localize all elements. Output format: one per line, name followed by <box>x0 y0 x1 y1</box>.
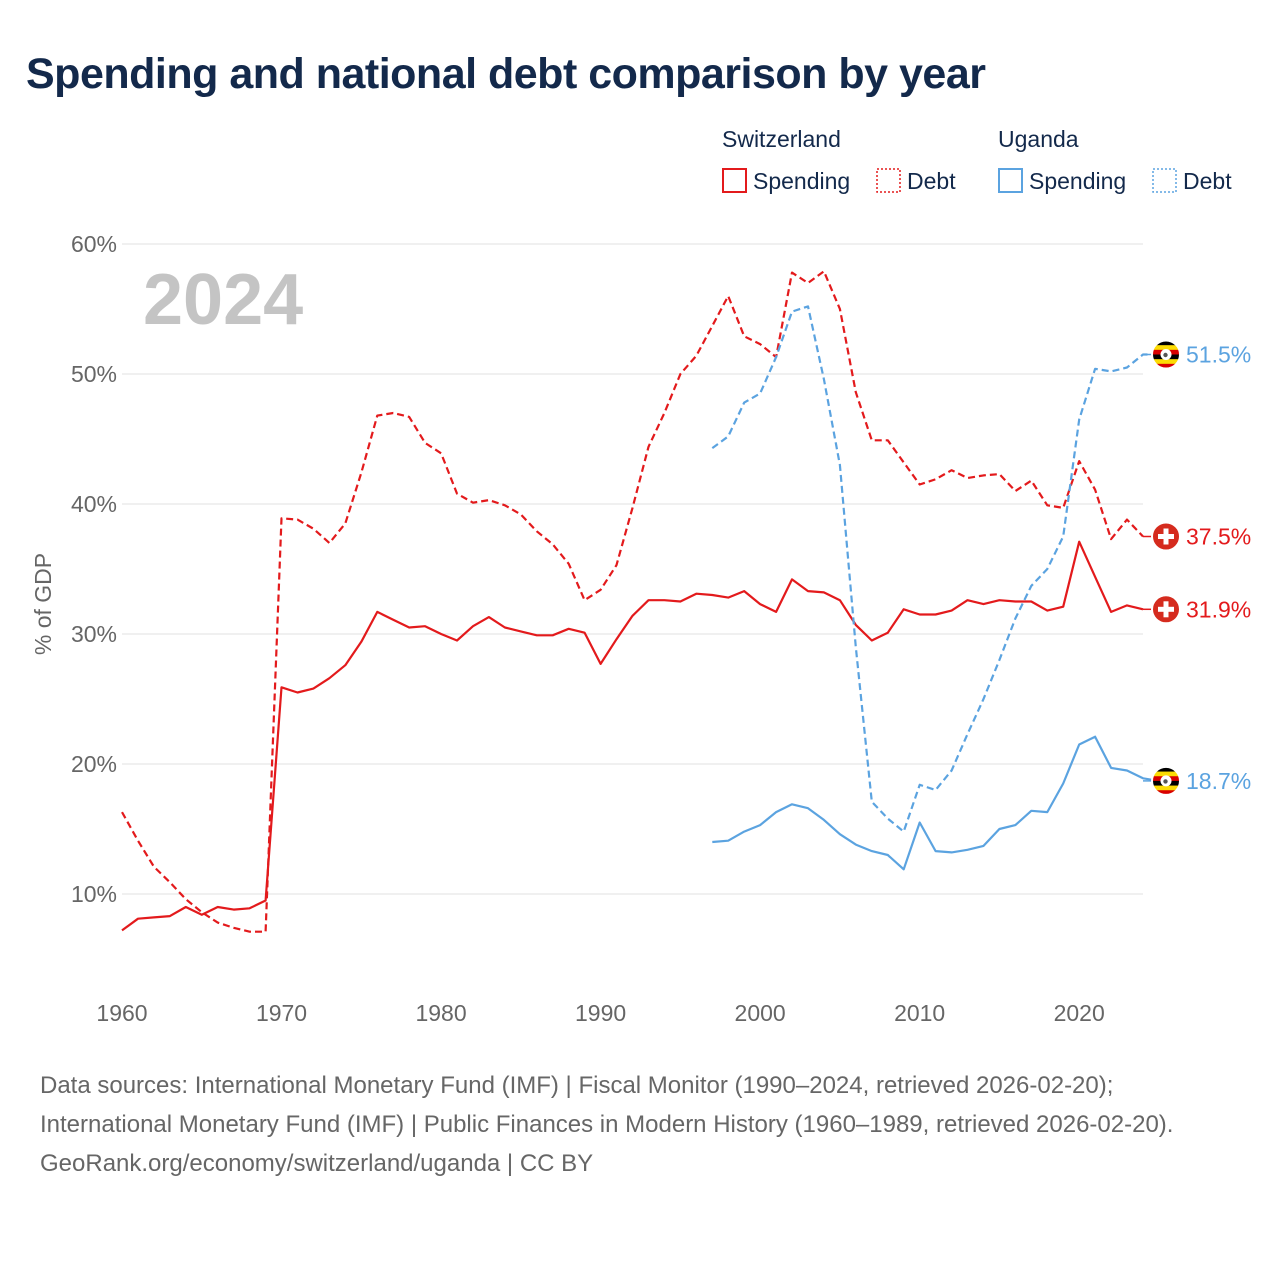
end-value-label: 37.5% <box>1186 524 1251 550</box>
x-tick-label: 1980 <box>415 1000 466 1026</box>
switzerland-flag-icon <box>1151 594 1181 625</box>
end-markers: 31.9% 37.5% 18.7% 51.5% <box>1143 339 1251 796</box>
uganda-flag-icon <box>1151 765 1181 796</box>
data-sources: Data sources: International Monetary Fun… <box>40 1066 1240 1183</box>
legend-item-debt[interactable]: Debt <box>907 168 956 194</box>
flag-stripe <box>1152 345 1180 351</box>
x-tick-label: 2010 <box>894 1000 945 1026</box>
y-tick-label: 60% <box>71 231 117 257</box>
y-tick-label: 30% <box>71 621 117 647</box>
legend-group-title: Switzerland <box>722 126 841 152</box>
line-chart: Switzerland Spending Debt Uganda Spending Deb… <box>30 126 1251 1026</box>
legend-swatch-spending <box>722 168 747 193</box>
legend-group-title: Uganda <box>998 126 1079 152</box>
y-tick-label: 20% <box>71 751 117 777</box>
flag-crane <box>1163 352 1168 358</box>
flag-border <box>1151 765 1181 796</box>
switzerland-flag-icon <box>1151 521 1181 552</box>
x-tick-label: 1970 <box>256 1000 307 1026</box>
series-line-switzerland-debt <box>121 270 1144 933</box>
y-tick-label: 50% <box>71 361 117 387</box>
legend-item-spending[interactable]: Spending <box>753 168 850 194</box>
flag-stripe <box>1152 363 1180 369</box>
legend-swatch-debt <box>1152 168 1177 193</box>
flag-stripe <box>1152 785 1180 791</box>
series-lines <box>121 270 1160 933</box>
sources-text: Data sources: International Monetary Fun… <box>40 1072 1174 1138</box>
series-line-switzerland-spending <box>121 540 1144 932</box>
flag-cross-horizontal <box>1158 606 1174 612</box>
y-axis-ticks: 10% 20% 30% 40% 50% 60% <box>71 231 117 907</box>
uganda-flag-icon <box>1151 339 1181 370</box>
flag-stripe <box>1152 790 1180 795</box>
end-value-label: 31.9% <box>1186 596 1251 622</box>
series-line-uganda-debt <box>711 305 1159 833</box>
gridlines <box>122 243 1143 895</box>
flag-stripe <box>1152 766 1180 772</box>
end-value-label: 18.7% <box>1186 768 1251 794</box>
flag-border <box>1151 339 1181 370</box>
legend-swatch-spending <box>998 168 1023 193</box>
legend-group-uganda[interactable]: Uganda Spending Debt <box>998 126 1232 194</box>
y-axis-label: % of GDP <box>30 553 56 655</box>
flag-stripe <box>1152 771 1180 777</box>
legend-group-switzerland[interactable]: Switzerland Spending Debt <box>722 126 956 194</box>
current-year-label: 2024 <box>143 260 303 340</box>
end-value-label: 51.5% <box>1186 342 1251 368</box>
x-tick-label: 1960 <box>96 1000 147 1026</box>
legend-item-debt[interactable]: Debt <box>1183 168 1232 194</box>
x-tick-label: 2000 <box>735 1000 786 1026</box>
y-tick-label: 10% <box>71 881 117 907</box>
chart-title: Spending and national debt comparison by… <box>26 50 986 98</box>
flag-crane <box>1163 779 1168 784</box>
flag-cross-horizontal <box>1158 534 1174 539</box>
flag-stripe <box>1152 359 1180 365</box>
series-line-uganda-spending <box>712 735 1160 871</box>
x-tick-label: 2020 <box>1054 1000 1105 1026</box>
flag-stripe <box>1152 340 1180 346</box>
legend-item-spending[interactable]: Spending <box>1029 168 1126 194</box>
x-axis-ticks: 1960 1970 1980 1990 2000 2010 2020 <box>96 1000 1104 1026</box>
legend[interactable]: Switzerland Spending Debt Uganda Spending Deb… <box>722 126 1232 194</box>
attribution-link[interactable]: GeoRank.org/economy/switzerland/uganda |… <box>40 1150 594 1177</box>
x-tick-label: 1990 <box>575 1000 626 1026</box>
legend-swatch-debt <box>876 168 901 193</box>
y-tick-label: 40% <box>71 491 117 517</box>
